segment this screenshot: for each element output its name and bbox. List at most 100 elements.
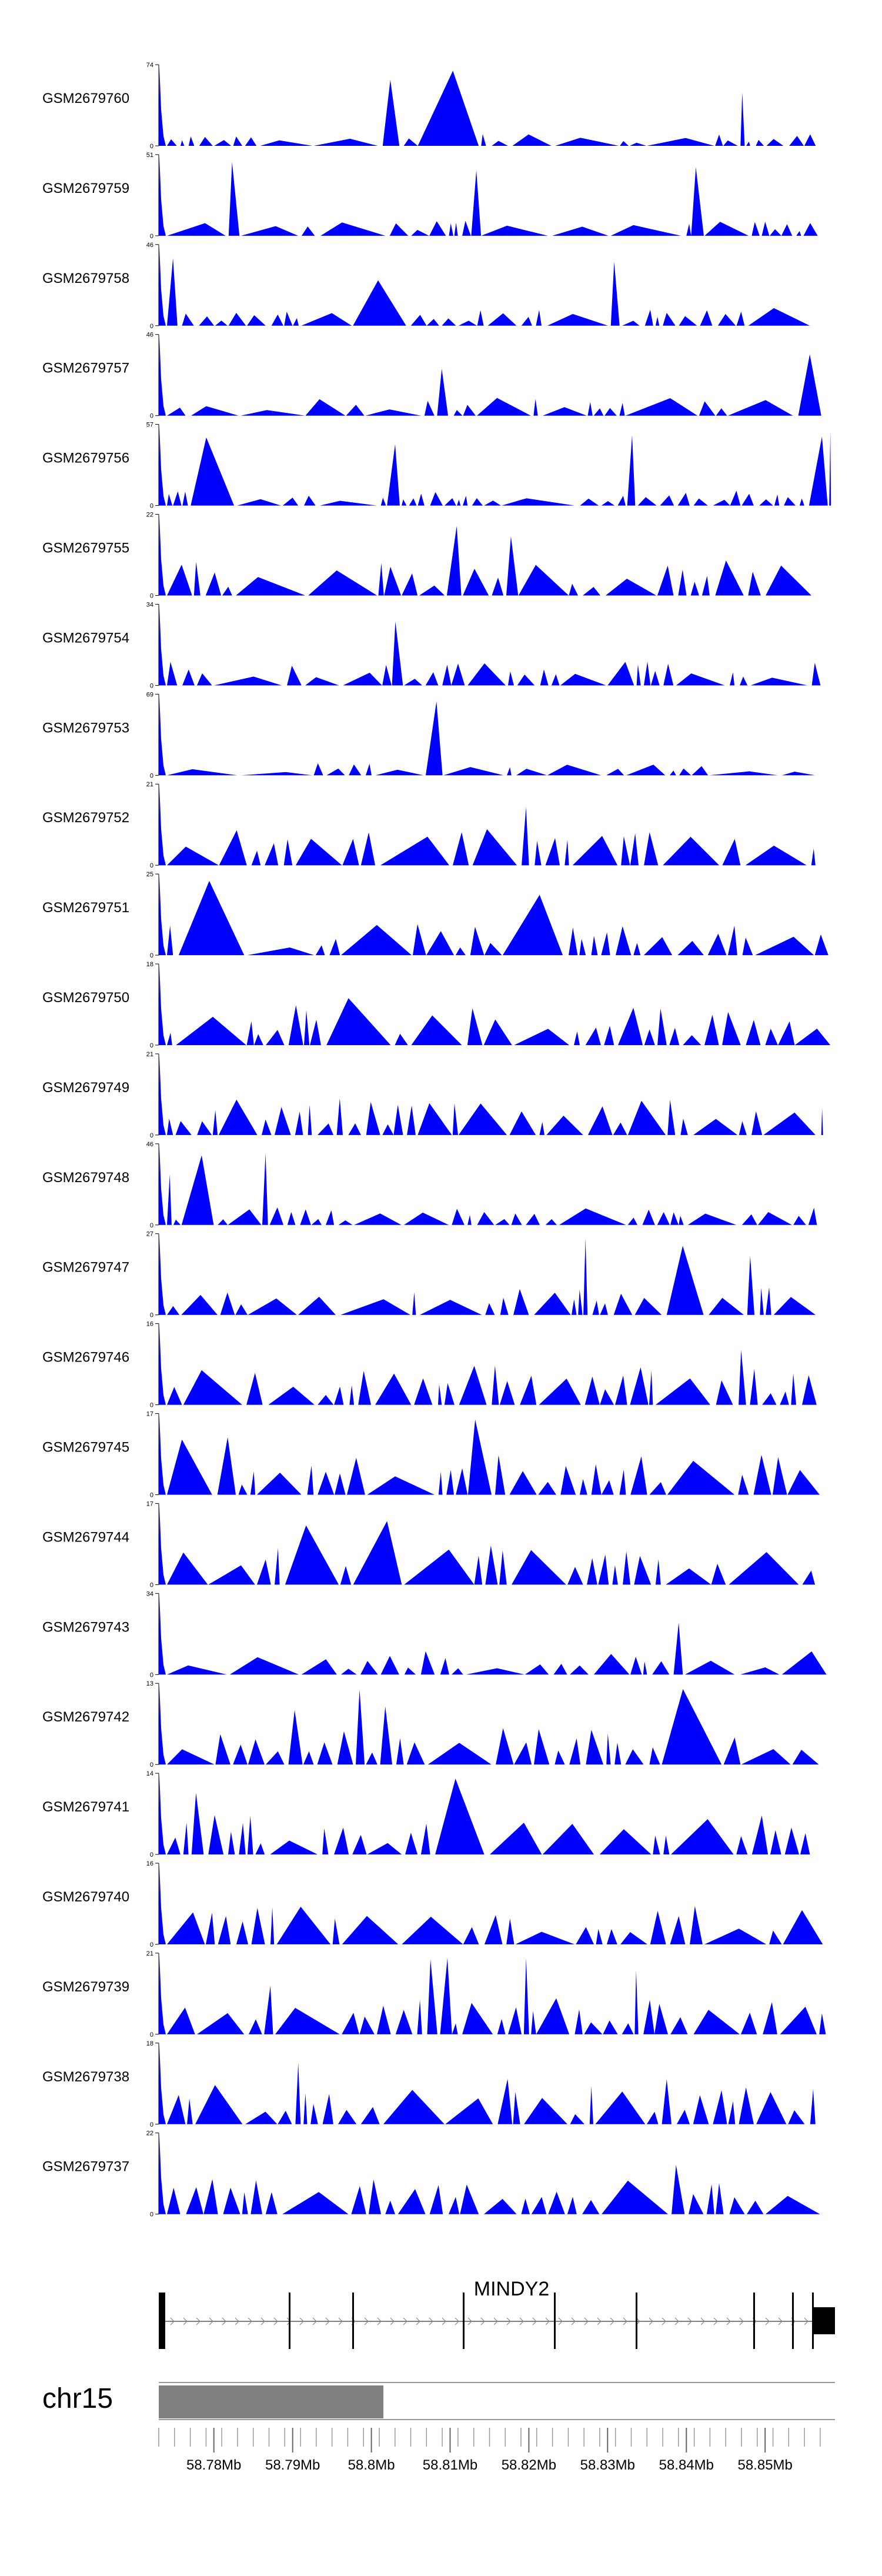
y-min-label: 0: [150, 1492, 153, 1499]
y-max-label: 51: [146, 152, 153, 159]
y-min-label: 0: [150, 952, 153, 959]
y-min-label: 0: [150, 2121, 153, 2128]
y-min-label: 0: [150, 323, 153, 330]
coverage-area: [159, 1144, 817, 1225]
y-min-label: 0: [150, 1312, 153, 1319]
coverage-track: GSM2679754 34 0: [42, 601, 821, 689]
track-label: GSM2679749: [42, 1080, 129, 1096]
strand-arrow: [558, 2317, 563, 2325]
coverage-track: GSM2679758 46 0: [42, 242, 810, 330]
strand-arrow: [455, 2317, 459, 2325]
chromosome-ideogram-track: chr15 58.78Mb 58.79Mb 58.8Mb 58.81Mb 58.82Mb 5…: [42, 2382, 835, 2473]
axis-tick-label: 58.78Mb: [186, 2457, 241, 2473]
coverage-area: [159, 1324, 817, 1405]
y-max-label: 27: [146, 1231, 153, 1238]
coverage-track: GSM2679756 57 0: [42, 422, 831, 510]
track-label: GSM2679751: [42, 900, 129, 916]
gene-model-track: MINDY2: [159, 2278, 835, 2349]
y-max-label: 74: [146, 62, 153, 69]
strand-arrow: [687, 2317, 692, 2325]
strand-arrow: [739, 2317, 744, 2325]
strand-arrow: [532, 2317, 537, 2325]
coverage-area: [159, 1055, 823, 1135]
y-min-label: 0: [150, 1761, 153, 1769]
strand-arrow: [248, 2317, 252, 2325]
coverage-track: GSM2679747 27 0: [42, 1231, 816, 1319]
y-min-label: 0: [150, 1671, 153, 1679]
coverage-area: [159, 245, 810, 326]
strand-arrow: [804, 2317, 808, 2325]
strand-arrow: [364, 2317, 369, 2325]
coverage-area: [159, 1504, 816, 1585]
axis-tick-label: 58.79Mb: [265, 2457, 320, 2473]
coverage-track: GSM2679749 21 0: [42, 1051, 823, 1139]
utr-exon-block: [812, 2307, 835, 2334]
coverage-track: GSM2679750 18 0: [42, 961, 831, 1049]
y-max-label: 46: [146, 332, 153, 339]
coverage-area: [159, 2134, 820, 2214]
strand-arrow: [778, 2317, 783, 2325]
track-label: GSM2679757: [42, 361, 129, 376]
exon-block: [554, 2293, 556, 2349]
exon-block: [289, 2293, 290, 2349]
y-min-label: 0: [150, 772, 153, 779]
track-label: GSM2679738: [42, 2069, 129, 2085]
y-min-label: 0: [150, 1132, 153, 1139]
strand-arrow: [235, 2317, 239, 2325]
coverage-area: [159, 605, 821, 686]
track-label: GSM2679741: [42, 1799, 129, 1815]
coverage-tracks: GSM2679760740GSM2679759510GSM2679758460G…: [42, 62, 831, 2218]
strand-arrow: [597, 2317, 602, 2325]
strand-arrow: [170, 2317, 175, 2325]
y-max-label: 16: [146, 1860, 153, 1867]
y-min-label: 0: [150, 862, 153, 869]
strand-arrow: [571, 2317, 576, 2325]
coverage-area: [159, 965, 831, 1045]
y-max-label: 57: [146, 422, 153, 429]
y-max-label: 21: [146, 1950, 153, 1957]
y-max-label: 18: [146, 2040, 153, 2047]
y-max-label: 21: [146, 781, 153, 788]
axis-tick-label: 58.83Mb: [580, 2457, 635, 2473]
axis-tick-label: 58.85Mb: [737, 2457, 792, 2473]
coverage-area: [159, 1684, 819, 1765]
coverage-area: [159, 1954, 826, 2034]
coverage-area: [159, 875, 828, 956]
exon-block: [352, 2293, 354, 2349]
coverage-area: [159, 1774, 810, 1855]
track-label: GSM2679752: [42, 810, 129, 826]
strand-arrow: [493, 2317, 498, 2325]
y-max-label: 25: [146, 871, 153, 878]
coverage-track: GSM2679751 25 0: [42, 871, 828, 959]
strand-arrow: [584, 2317, 589, 2325]
y-min-label: 0: [150, 143, 153, 150]
y-max-label: 69: [146, 691, 153, 698]
y-min-label: 0: [150, 233, 153, 240]
strand-arrow: [312, 2317, 317, 2325]
coverage-area: [159, 785, 816, 866]
coverage-area: [159, 1864, 823, 1944]
strand-arrow: [183, 2317, 188, 2325]
strand-arrow: [662, 2317, 666, 2325]
strand-arrow: [390, 2317, 395, 2325]
strand-arrow: [700, 2317, 705, 2325]
coverage-area: [159, 1234, 816, 1315]
exon-block: [159, 2293, 165, 2349]
track-label: GSM2679743: [42, 1619, 129, 1635]
strand-arrow: [674, 2317, 679, 2325]
coverage-area: [159, 1594, 827, 1675]
strand-arrow: [416, 2317, 420, 2325]
strand-arrow: [649, 2317, 653, 2325]
coverage-track: GSM2679757 46 0: [42, 332, 821, 420]
track-label: GSM2679754: [42, 630, 129, 646]
strand-arrow: [442, 2317, 446, 2325]
coverage-track: GSM2679748 46 0: [42, 1141, 817, 1229]
coverage-area: [159, 515, 811, 596]
coverage-track: GSM2679755 22 0: [42, 512, 811, 600]
strand-arrow: [338, 2317, 343, 2325]
strand-arrow: [519, 2317, 524, 2325]
gene-name-label: MINDY2: [474, 2278, 549, 2300]
strand-arrow: [260, 2317, 265, 2325]
coverage-track: GSM2679738 18 0: [42, 2040, 816, 2128]
y-min-label: 0: [150, 593, 153, 600]
